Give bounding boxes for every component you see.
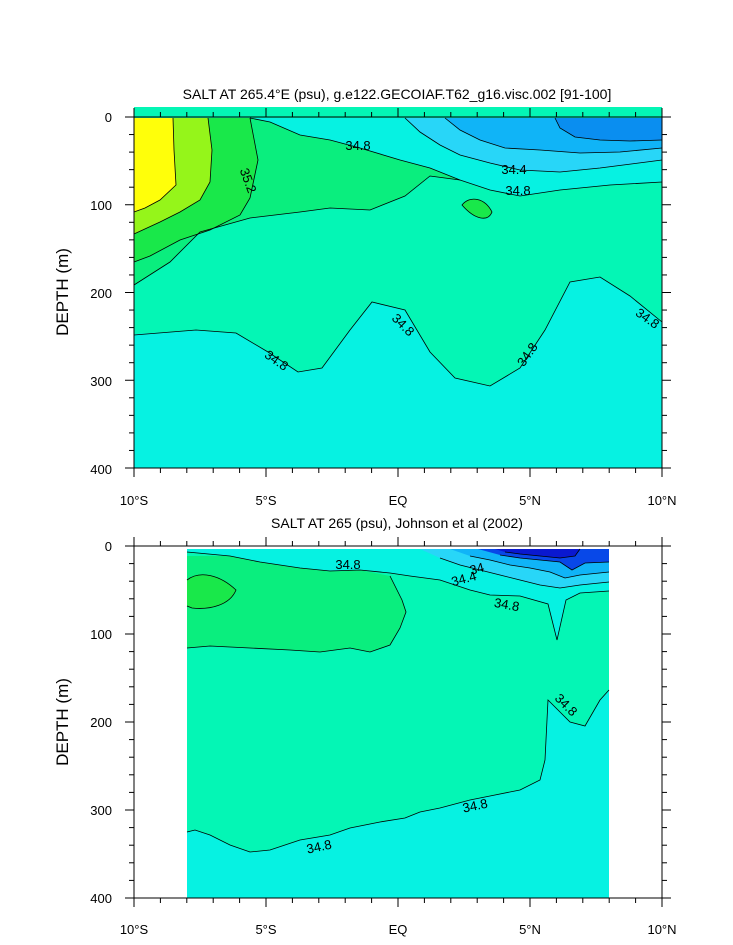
top-xtick-label: 5°S: [255, 493, 276, 508]
bottom-ytick-label: 200: [90, 715, 112, 730]
top-panel: SALT AT 265.4°E (psu), g.e122.GECOIAF.T6…: [53, 86, 677, 508]
top-ytick-label: 400: [90, 462, 112, 477]
top-ytick-label: 300: [90, 374, 112, 389]
bottom-contour-label: 34.8: [305, 837, 333, 857]
bottom-contour-fills: [187, 549, 609, 898]
bottom-contour-lines: [186, 548, 610, 853]
bottom-xtick-label: EQ: [389, 922, 408, 937]
bottom-contour-label: 34.8: [493, 595, 521, 614]
top-ytick-label: 200: [90, 286, 112, 301]
bottom-ylabel: DEPTH (m): [53, 678, 72, 766]
top-xtick-label: 5°N: [519, 493, 541, 508]
bottom-contour-label: 34.8: [461, 796, 489, 816]
bottom-xtick-label: 10°S: [120, 922, 149, 937]
top-axis-ticks: [125, 108, 671, 477]
bottom-xtick-label: 5°N: [519, 922, 541, 937]
top-contour-fills: [134, 107, 662, 468]
top-tick-labels: 10°S 5°S EQ 5°N 10°N 0 100 200 300 400: [90, 110, 676, 508]
bottom-contour-label: 34.8: [335, 557, 360, 572]
bottom-contour-label: 34.4: [450, 568, 478, 589]
top-contour-label: 34.8: [345, 138, 370, 153]
bottom-contour-label: 34: [468, 560, 486, 578]
bottom-xtick-label: 10°N: [647, 922, 676, 937]
bottom-panel: SALT AT 265 (psu), Johnson et al (2002): [53, 515, 677, 937]
bottom-ytick-label: 300: [90, 803, 112, 818]
top-title: SALT AT 265.4°E (psu), g.e122.GECOIAF.T6…: [183, 86, 612, 102]
top-contour-label: 34.4: [501, 162, 526, 177]
bottom-axis-ticks: [125, 537, 671, 907]
bottom-xtick-label: 5°S: [255, 922, 276, 937]
top-ytick-label: 100: [90, 198, 112, 213]
top-xtick-label: 10°S: [120, 493, 149, 508]
bottom-tick-labels: 10°S 5°S EQ 5°N 10°N 0 100 200 300 400: [90, 539, 676, 937]
bottom-ytick-label: 100: [90, 627, 112, 642]
top-ylabel: DEPTH (m): [53, 248, 72, 336]
top-contour-label: 34.8: [505, 183, 530, 198]
bottom-ytick-label: 400: [90, 891, 112, 906]
bottom-contour-labels: 34.8 34 34.4 34.8 34.8 34.8 34.8: [305, 557, 580, 857]
bottom-title: SALT AT 265 (psu), Johnson et al (2002): [271, 515, 523, 531]
top-xtick-label: EQ: [389, 493, 408, 508]
top-xtick-label: 10°N: [647, 493, 676, 508]
bottom-ytick-label: 0: [105, 539, 112, 554]
top-contour-lines: [133, 117, 663, 387]
top-ytick-label: 0: [105, 110, 112, 125]
